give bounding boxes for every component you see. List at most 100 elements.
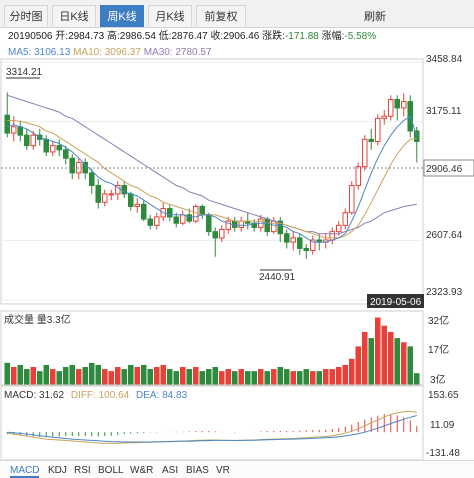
candle-body bbox=[88, 172, 95, 186]
ma30-legend: MA30: 2780.57 bbox=[144, 47, 212, 58]
volume-bar bbox=[257, 369, 264, 385]
candle-body bbox=[218, 229, 225, 239]
indicator-tab-bias[interactable]: BIAS bbox=[186, 465, 209, 476]
high-value: 2986.54 bbox=[119, 31, 156, 42]
close-label: 收: bbox=[210, 31, 224, 42]
volume-bar bbox=[199, 371, 206, 385]
volume-bar bbox=[49, 369, 56, 385]
volume-bar bbox=[361, 331, 368, 385]
indicator-tab-vr[interactable]: VR bbox=[216, 465, 230, 476]
candle-body bbox=[43, 138, 50, 153]
price-tick-5: 2323.93 bbox=[426, 287, 463, 298]
dif-label: DIFF: bbox=[71, 390, 96, 401]
indicator-tab-rsi[interactable]: RSI bbox=[74, 465, 91, 476]
volume-bar bbox=[290, 371, 297, 385]
volume-bar bbox=[23, 369, 30, 385]
candle-body bbox=[56, 145, 63, 151]
volume-bar bbox=[10, 367, 17, 385]
volume-title-label: 成交量 bbox=[4, 313, 34, 326]
candle-body bbox=[23, 134, 30, 147]
indicator-tab-kdj[interactable]: KDJ bbox=[48, 465, 67, 476]
volume-bar bbox=[140, 364, 147, 385]
volume-bar bbox=[147, 369, 154, 385]
indicator-tab-asi[interactable]: ASI bbox=[162, 465, 179, 476]
volume-bar bbox=[342, 364, 349, 385]
candle-body bbox=[283, 233, 290, 243]
candle-body bbox=[140, 203, 147, 220]
candle-body bbox=[303, 247, 310, 251]
volume-title: 成交量 量3.3亿 bbox=[4, 313, 71, 326]
tab-forward-adjusted[interactable]: 前复权 bbox=[196, 5, 246, 27]
ma5-line bbox=[7, 115, 418, 243]
candle-body bbox=[17, 126, 24, 136]
ma10-legend: MA10: 3096.37 bbox=[73, 47, 141, 58]
candle-body bbox=[69, 157, 76, 174]
candle-body bbox=[147, 218, 154, 226]
volume-bar bbox=[225, 369, 232, 385]
candle-body bbox=[179, 214, 186, 224]
macd-value: 31.62 bbox=[39, 390, 64, 401]
candle-body bbox=[205, 214, 212, 233]
volume-bar bbox=[205, 369, 212, 385]
refresh-button[interactable]: 刷新 bbox=[364, 11, 386, 23]
tab-weekly-kline[interactable]: 周K线 bbox=[100, 5, 144, 27]
volume-bar bbox=[186, 369, 193, 385]
volume-bar bbox=[101, 369, 108, 385]
current-price-box bbox=[423, 159, 474, 177]
volume-bar bbox=[121, 369, 128, 385]
volume-tick-2: 17亿 bbox=[428, 343, 449, 356]
amp-label: 涨幅: bbox=[321, 31, 345, 42]
volume-bar bbox=[43, 364, 50, 385]
volume-bar bbox=[309, 371, 316, 385]
volume-bar bbox=[394, 338, 401, 385]
candle-body bbox=[264, 218, 271, 233]
ma30-value: 2780.57 bbox=[175, 47, 212, 58]
candle-body bbox=[30, 134, 37, 147]
indicator-tab-wr[interactable]: W&R bbox=[130, 465, 154, 476]
indicator-tab-macd[interactable]: MACD bbox=[10, 465, 40, 478]
candle-body bbox=[186, 214, 193, 222]
volume-bar bbox=[316, 371, 323, 385]
candle-body bbox=[199, 205, 206, 216]
volume-bar bbox=[4, 362, 11, 385]
volume-bar bbox=[192, 367, 199, 385]
ma5-label: MA5: bbox=[8, 47, 32, 58]
low-annotation: 2440.91 bbox=[259, 272, 296, 283]
volume-bar bbox=[179, 367, 186, 385]
candle-body bbox=[238, 220, 245, 228]
candle-body bbox=[4, 114, 11, 134]
change-label: 涨跌: bbox=[262, 31, 285, 42]
volume-tick-1: 32亿 bbox=[428, 314, 449, 327]
kline-chart[interactable]: 3314.21 2440.91 3458.84 3175.11 2906.46 … bbox=[0, 0, 474, 460]
candle-body bbox=[62, 149, 69, 159]
ma-legend-bar: MA5: 3106.13 MA10: 3096.37 MA30: 2780.57 bbox=[0, 46, 474, 60]
volume-bar bbox=[264, 371, 271, 385]
volume-bar bbox=[160, 364, 167, 385]
candlestick-series bbox=[4, 92, 420, 259]
volume-bar bbox=[322, 369, 329, 385]
candle-body bbox=[49, 145, 56, 153]
dea-value: 84.83 bbox=[162, 390, 187, 401]
ma10-value: 3096.37 bbox=[104, 47, 141, 58]
volume-bar bbox=[56, 371, 63, 385]
tab-monthly-kline[interactable]: 月K线 bbox=[148, 5, 192, 27]
volume-bar bbox=[212, 367, 219, 385]
volume-bar bbox=[277, 367, 284, 385]
candle-body bbox=[309, 239, 316, 251]
volume-bar bbox=[368, 338, 375, 385]
candle-body bbox=[342, 212, 349, 226]
tab-daily-kline[interactable]: 日K线 bbox=[52, 5, 96, 27]
volume-bar bbox=[17, 364, 24, 385]
price-panel-frame bbox=[0, 58, 424, 305]
volume-bar bbox=[108, 371, 115, 385]
volume-bar bbox=[413, 373, 420, 385]
candle-body bbox=[381, 115, 388, 119]
price-grid bbox=[1, 61, 423, 301]
candle-body bbox=[335, 224, 342, 233]
price-tick-4: 2607.64 bbox=[426, 230, 463, 241]
indicator-tab-boll[interactable]: BOLL bbox=[98, 465, 124, 476]
ma10-label: MA10: bbox=[73, 47, 102, 58]
ma30-line bbox=[7, 94, 417, 235]
volume-bar bbox=[381, 325, 388, 385]
tab-intraday[interactable]: 分时图 bbox=[4, 5, 48, 27]
